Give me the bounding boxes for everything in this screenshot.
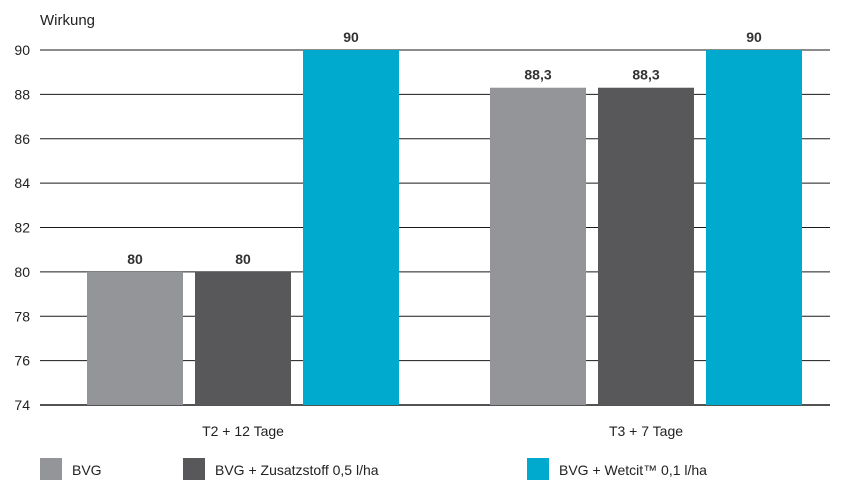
data-labels: 80 80 90 88,3 88,3 90 [127, 29, 762, 267]
y-tick-label: 74 [14, 397, 30, 413]
legend: BVG BVG + Zusatzstoff 0,5 l/ha BVG + Wetci… [40, 458, 707, 480]
y-axis-label: Wirkung [40, 12, 95, 29]
y-tick-label: 80 [14, 264, 30, 280]
bar-value-label: 90 [746, 29, 762, 45]
bar [598, 87, 694, 405]
y-tick-label: 86 [14, 131, 30, 147]
y-tick-label: 90 [14, 42, 30, 58]
bar-value-label: 88,3 [632, 67, 659, 83]
bars [87, 50, 802, 405]
bar-value-label: 80 [235, 251, 251, 267]
bar [195, 271, 291, 405]
x-axis-categories: T2 + 12 Tage T3 + 7 Tage [202, 423, 683, 439]
x-category-label: T3 + 7 Tage [609, 423, 683, 439]
legend-label: BVG [72, 462, 102, 478]
bar [87, 271, 183, 405]
y-tick-label: 78 [14, 308, 30, 324]
y-tick-label: 82 [14, 220, 30, 236]
bar-value-label: 90 [343, 29, 359, 45]
y-tick-label: 84 [14, 175, 30, 191]
y-axis-ticks: 74 76 78 80 82 84 86 88 90 [14, 42, 30, 413]
bar [706, 50, 802, 405]
bar [303, 50, 399, 405]
bar-value-label: 88,3 [524, 67, 551, 83]
legend-swatch [40, 458, 62, 480]
y-tick-label: 76 [14, 353, 30, 369]
bar [490, 87, 586, 405]
legend-swatch [183, 458, 205, 480]
legend-label: BVG + Wetcit™ 0,1 l/ha [559, 462, 707, 478]
legend-swatch [527, 458, 549, 480]
x-category-label: T2 + 12 Tage [202, 423, 284, 439]
bar-value-label: 80 [127, 251, 143, 267]
legend-label: BVG + Zusatzstoff 0,5 l/ha [215, 462, 379, 478]
y-tick-label: 88 [14, 86, 30, 102]
